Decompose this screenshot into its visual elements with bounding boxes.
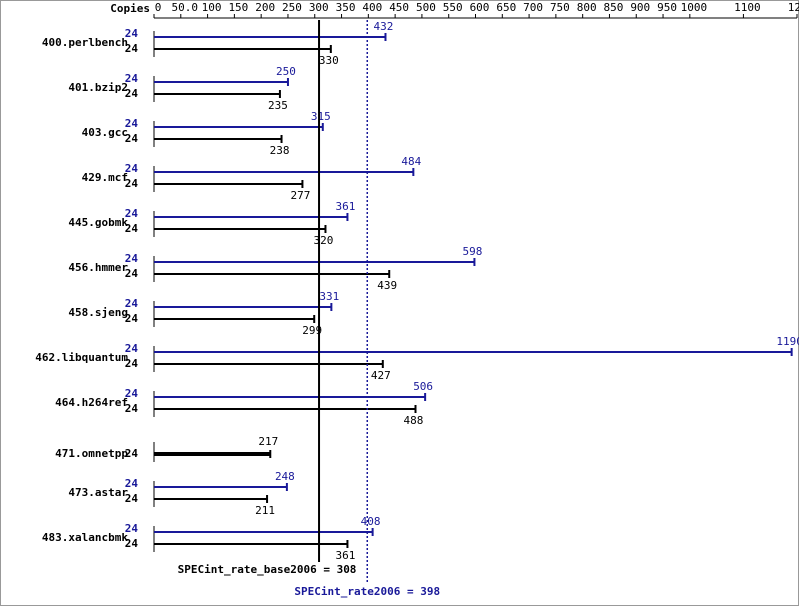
benchmark-name: 458.sjeng xyxy=(68,306,128,319)
peak-copies: 24 xyxy=(125,72,139,85)
peak-value-label: 598 xyxy=(462,245,482,258)
x-tick-label: 100 xyxy=(202,1,222,14)
base-copies: 24 xyxy=(125,312,139,325)
base-copies: 24 xyxy=(125,132,139,145)
x-tick-label: 800 xyxy=(577,1,597,14)
base-value-label: 211 xyxy=(255,504,275,517)
reference-label: SPECint_rate2006 = 398 xyxy=(294,585,440,598)
x-tick-label: 750 xyxy=(550,1,570,14)
base-value-label: 320 xyxy=(314,234,334,247)
benchmark-name: 464.h264ref xyxy=(55,396,128,409)
peak-copies: 24 xyxy=(125,477,139,490)
base-copies: 24 xyxy=(125,87,139,100)
peak-value-label: 315 xyxy=(311,110,331,123)
base-copies: 24 xyxy=(125,222,139,235)
base-copies: 24 xyxy=(125,537,139,550)
x-tick-label: 0 xyxy=(155,1,162,14)
base-copies: 24 xyxy=(125,177,139,190)
reference-label: SPECint_rate_base2006 = 308 xyxy=(178,563,357,576)
benchmark-name: 471.omnetpp xyxy=(55,447,128,460)
x-tick-label: 50.0 xyxy=(172,1,199,14)
x-tick-label: 850 xyxy=(604,1,624,14)
peak-value-label: 484 xyxy=(401,155,421,168)
x-tick-label: 450 xyxy=(389,1,409,14)
peak-value-label: 432 xyxy=(374,20,394,33)
x-tick-label: 300 xyxy=(309,1,329,14)
x-tick-label: 950 xyxy=(657,1,677,14)
benchmark-name: 445.gobmk xyxy=(68,216,128,229)
x-tick-label: 700 xyxy=(523,1,543,14)
x-tick-label: 400 xyxy=(362,1,382,14)
peak-value-label: 250 xyxy=(276,65,296,78)
base-copies: 24 xyxy=(125,42,139,55)
base-value-label: 277 xyxy=(290,189,310,202)
peak-copies: 24 xyxy=(125,207,139,220)
peak-value-label: 248 xyxy=(275,470,295,483)
x-tick-label: 150 xyxy=(228,1,248,14)
x-tick-label: 1100 xyxy=(734,1,761,14)
base-copies: 24 xyxy=(125,492,139,505)
x-tick-label: 550 xyxy=(443,1,463,14)
x-tick-label: 600 xyxy=(470,1,490,14)
x-tick-label: 250 xyxy=(282,1,302,14)
peak-value-label: 361 xyxy=(335,200,355,213)
x-tick-label: 200 xyxy=(255,1,275,14)
x-tick-label: 500 xyxy=(416,1,436,14)
benchmark-name: 456.hmmer xyxy=(68,261,128,274)
peak-copies: 24 xyxy=(125,297,139,310)
benchmark-name: 483.xalancbmk xyxy=(42,531,128,544)
base-value-label: 235 xyxy=(268,99,288,112)
peak-value-label: 1190 xyxy=(776,335,799,348)
base-copies: 24 xyxy=(125,357,139,370)
benchmark-name: 403.gcc xyxy=(82,126,128,139)
peak-value-label: 331 xyxy=(319,290,339,303)
base-value-label: 488 xyxy=(404,414,424,427)
peak-value-label: 506 xyxy=(413,380,433,393)
base-value-label: 439 xyxy=(377,279,397,292)
x-tick-label: 1000 xyxy=(681,1,708,14)
x-tick-label: 900 xyxy=(630,1,650,14)
peak-copies: 24 xyxy=(125,162,139,175)
base-value-label: 427 xyxy=(371,369,391,382)
benchmark-name: 401.bzip2 xyxy=(68,81,128,94)
peak-copies: 24 xyxy=(125,117,139,130)
peak-copies: 24 xyxy=(125,252,139,265)
x-tick-label: 1200 xyxy=(788,1,799,14)
benchmark-name: 462.libquantum xyxy=(35,351,128,364)
peak-value-label: 408 xyxy=(361,515,381,528)
base-value-label: 330 xyxy=(319,54,339,67)
benchmark-name: 429.mcf xyxy=(82,171,128,184)
copies-header: Copies xyxy=(110,2,150,15)
base-value-label: 217 xyxy=(258,435,278,448)
base-copies: 24 xyxy=(125,267,139,280)
benchmark-name: 400.perlbench xyxy=(42,36,128,49)
benchmark-name: 473.astar xyxy=(68,486,128,499)
base-value-label: 299 xyxy=(302,324,322,337)
base-copies: 24 xyxy=(125,447,139,460)
peak-copies: 24 xyxy=(125,27,139,40)
peak-copies: 24 xyxy=(125,522,139,535)
x-tick-label: 650 xyxy=(496,1,516,14)
x-tick-label: 350 xyxy=(336,1,356,14)
base-copies: 24 xyxy=(125,402,139,415)
base-value-label: 238 xyxy=(270,144,290,157)
base-value-label: 361 xyxy=(335,549,355,562)
peak-copies: 24 xyxy=(125,387,139,400)
peak-copies: 24 xyxy=(125,342,139,355)
